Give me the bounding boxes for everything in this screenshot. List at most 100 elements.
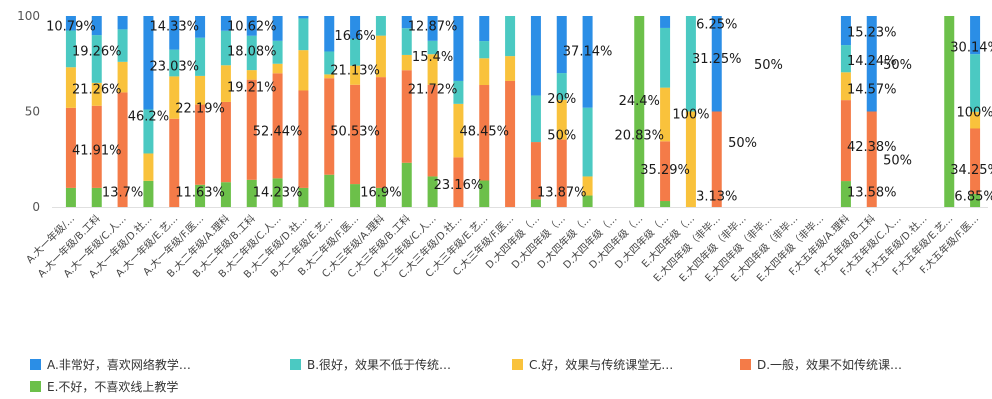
data-label: 14.33% [149,20,199,35]
bar-segment [660,201,671,207]
bar-segment [427,16,438,41]
data-label: 50% [754,58,783,73]
data-label: 100% [956,106,992,121]
bar-segment [375,187,386,207]
y-tick-label: 0 [32,200,40,214]
bar-segment [401,16,412,29]
data-label: 46.2% [128,109,169,124]
data-label: 23.16% [434,178,484,193]
bar-segment [65,16,76,31]
y-tick-label: 50 [25,105,40,119]
bar-segment [530,16,541,96]
bar-segment [685,16,696,112]
bar-segment [117,29,128,62]
bar-segment [479,41,490,59]
bar-segment [479,85,490,181]
bar-segment [91,82,102,106]
bar-segment [556,99,567,140]
bar-segment [272,73,283,179]
bar-segment [711,111,722,207]
data-label: 21.26% [72,83,122,98]
bar-segment [401,28,412,55]
bar-segment [970,193,981,207]
data-label: 41.91% [72,144,122,159]
bar-segment [298,50,309,91]
legend: A.非常好，喜欢网络教学… B.很好，效果不低于传统… C.好，效果与传统课堂无… D… [30,357,902,394]
legend-label: A.非常好，喜欢网络教学… [47,357,191,372]
bar-segment [272,63,283,74]
data-label: 42.38% [847,140,897,155]
bar-segment [970,111,981,129]
bar-segment [220,182,231,207]
bar-segment [272,178,283,207]
data-label: 21.13% [330,63,380,78]
data-label: 31.25% [692,52,742,67]
bar-segment [711,16,722,112]
bar-segment [505,16,516,57]
bar-segment [91,105,102,188]
bar-segment [556,16,567,74]
bar-segment [840,16,851,46]
bar-segment [91,16,102,36]
data-label: 20% [547,92,576,107]
data-label: 6.25% [696,18,737,33]
bar-segment [246,35,257,71]
legend-label: B.很好，效果不低于传统… [307,357,451,372]
data-label: 16.9% [360,186,401,201]
bar-segment [272,16,283,41]
data-label: 13.7% [102,186,143,201]
bar-segment [169,118,180,207]
bar-segment [453,16,464,81]
data-label: 14.24% [847,54,897,69]
data-label: 12.87% [408,20,458,35]
data-label: 19.26% [72,44,122,59]
bar-segment [324,16,335,52]
data-label: 52.44% [253,125,303,140]
bar-segment [117,61,128,93]
data-label: 34.25% [950,163,992,178]
bar-segment [453,103,464,158]
bar-segment [556,73,567,100]
bar-segment [298,187,309,207]
bar-segment [91,187,102,207]
bar-segment [582,16,593,108]
x-axis-categories: A.大一年级/…A.大一年级/B.工科A.大一年级/C.人…A.大一年级/D.社… [23,212,981,284]
bar-segment [246,179,257,207]
bar-segment [298,16,309,19]
data-label: 50% [547,128,576,143]
bar-segment [970,16,981,55]
data-label: 50% [728,136,757,151]
y-axis: 0 50 100 [17,9,988,214]
bar-segment [350,84,361,185]
bar-segment [375,16,386,36]
bar-segment [350,16,361,39]
bar-segment [169,49,180,77]
bar-segment [143,180,154,207]
bar-segment [220,101,231,183]
bar-segment [324,174,335,207]
bar-segment [350,38,361,66]
bar-segment [143,16,154,110]
bar-segment [298,90,309,188]
bar-segment [169,76,180,119]
bar-segment [685,111,696,207]
bar-segment [840,100,851,182]
bar-segment [427,84,438,177]
data-label: 48.45% [459,125,509,140]
bar-segment [453,157,464,207]
data-label: 14.57% [847,83,897,98]
data-labels: 10.79% 19.26% 21.26% 41.91% 13.7% 14.33% 23.03… [46,18,992,205]
bar-segment [582,176,593,196]
data-label: 11.63% [175,186,225,201]
bar-segment [298,18,309,51]
bar-segment [479,180,490,207]
bar-segment [866,16,877,112]
bar-segment [195,16,206,38]
data-label: 14.23% [253,186,303,201]
legend-swatch [290,359,301,370]
bar-segment [65,67,76,108]
bar-segment [324,74,335,79]
bar-segment [195,75,206,105]
legend-swatch [30,381,41,392]
